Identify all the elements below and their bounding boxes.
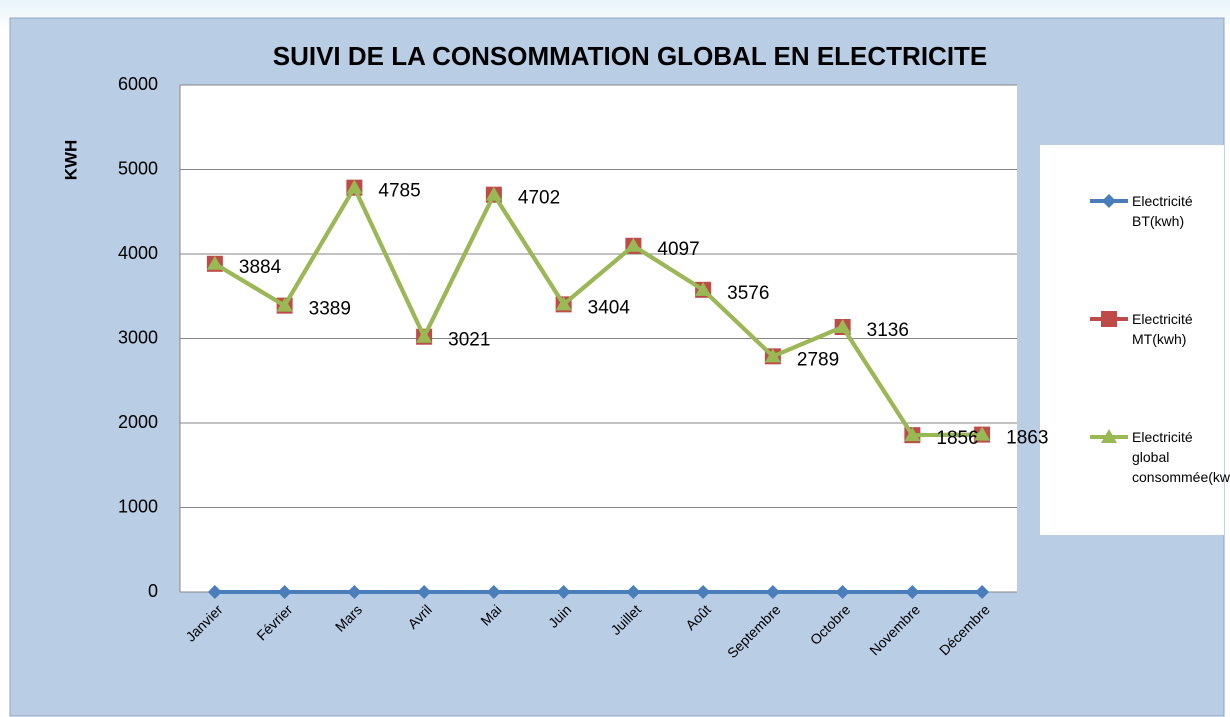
y-tick-label: 6000 — [118, 74, 158, 94]
marker — [975, 585, 990, 599]
marker — [485, 186, 502, 201]
marker — [835, 585, 850, 599]
data-label: 3136 — [867, 320, 909, 341]
marker — [206, 255, 223, 270]
marker — [277, 585, 292, 599]
marker — [207, 585, 222, 599]
data-label: 3884 — [239, 257, 282, 278]
y-tick-label: 4000 — [118, 243, 158, 263]
marker — [626, 585, 641, 599]
data-label: 2789 — [797, 349, 839, 370]
marker — [276, 297, 293, 312]
y-tick-label: 2000 — [118, 412, 158, 432]
marker — [346, 179, 363, 194]
data-label: 4785 — [378, 181, 420, 202]
y-tick-label: 5000 — [118, 158, 158, 178]
marker — [696, 585, 711, 599]
legend-box — [1040, 145, 1224, 535]
y-axis-label: KWH — [61, 140, 80, 181]
data-label: 4702 — [518, 188, 560, 209]
marker — [1102, 194, 1116, 208]
y-tick-label: 1000 — [118, 496, 158, 516]
marker — [834, 319, 851, 334]
marker — [1101, 429, 1117, 443]
legend-label: Electricité BT(kwh) — [1132, 193, 1193, 229]
marker — [904, 427, 921, 442]
series-line — [213, 183, 983, 438]
marker — [347, 585, 362, 599]
data-label: 1856 — [936, 428, 978, 449]
marker — [905, 585, 920, 599]
legend-label: Electricité MT(kwh) — [1132, 311, 1193, 347]
data-label: 3404 — [588, 297, 631, 318]
marker — [625, 237, 642, 252]
data-label: 4097 — [657, 239, 699, 260]
data-label: 3576 — [727, 283, 769, 304]
y-tick-label: 3000 — [118, 327, 158, 347]
legend-label: Electricité global consommée(kwh) — [1132, 429, 1230, 485]
marker — [417, 585, 432, 599]
chart-title: SUIVI DE LA CONSOMMATION GLOBAL EN ELECT… — [273, 41, 988, 71]
marker — [765, 585, 780, 599]
data-label: 3021 — [448, 330, 490, 351]
marker — [556, 585, 571, 599]
marker — [416, 328, 433, 343]
marker — [486, 585, 501, 599]
data-label: 1863 — [1006, 428, 1048, 449]
marker — [1101, 311, 1117, 327]
marker — [555, 296, 572, 311]
marker — [974, 426, 991, 441]
y-tick-label: 0 — [148, 581, 158, 601]
data-label: 3389 — [309, 299, 351, 320]
marker — [695, 281, 712, 296]
marker — [764, 348, 781, 363]
